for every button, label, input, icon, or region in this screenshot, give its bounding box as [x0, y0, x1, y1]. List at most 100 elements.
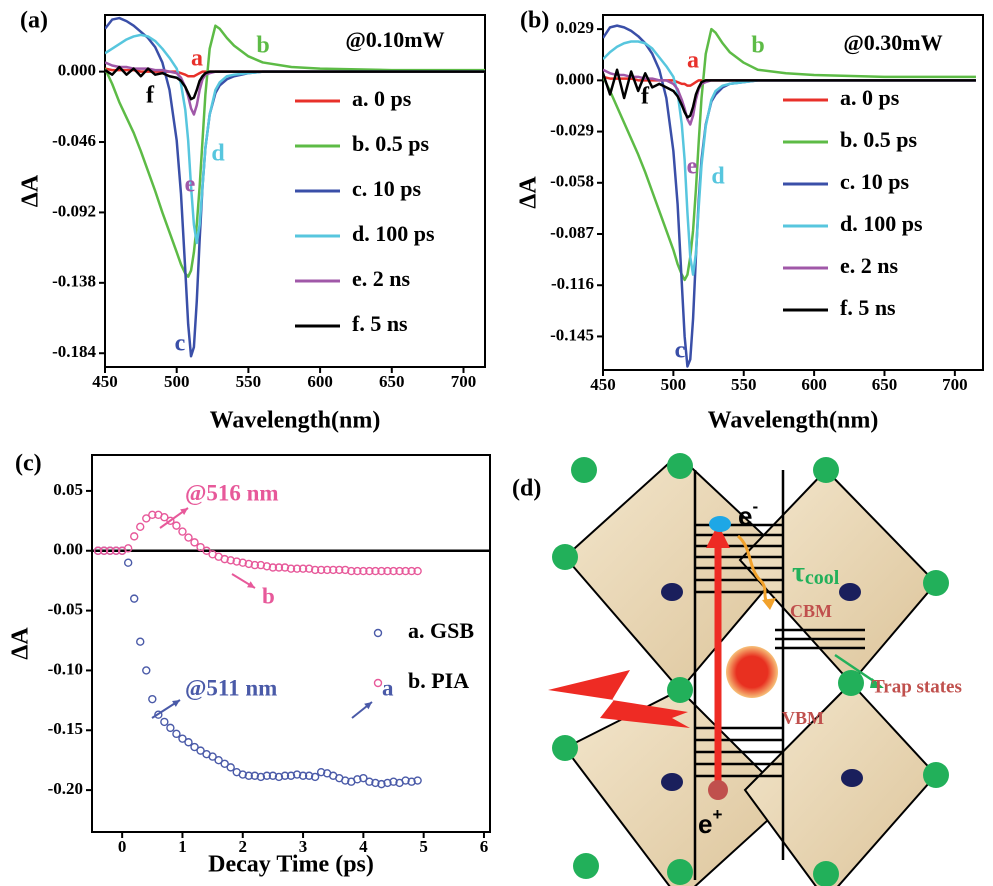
legend-label: e. 2 ns	[352, 266, 411, 291]
legend-label: a. 0 ps	[352, 86, 412, 111]
legend-label: b. 0.5 ps	[352, 131, 429, 156]
x-tick-label: 600	[801, 375, 827, 394]
data-point	[208, 752, 217, 761]
trap-arrow	[834, 653, 879, 686]
x-tick-label: 450	[92, 372, 118, 391]
y-tick-label: -0.145	[550, 325, 594, 344]
data-point	[238, 770, 247, 779]
legend-label: a. GSB	[408, 618, 474, 643]
y-axis-title: ΔA	[18, 174, 44, 207]
cooling-arrow	[736, 534, 771, 606]
condition-note: @0.10mW	[345, 27, 444, 52]
atom	[667, 453, 693, 479]
y-axis-title: ΔA	[8, 627, 34, 660]
x-tick-label: 5	[419, 837, 428, 856]
data-point	[178, 734, 187, 743]
data-point	[111, 546, 121, 555]
data-point	[353, 775, 362, 784]
chart-panel: 450 500 550 600 650 700 0.000 -0.046 -0.092 -0.13…	[18, 8, 486, 434]
atom	[667, 677, 693, 703]
y-tick-label: -0.184	[52, 342, 96, 361]
y-tick-label: 0.05	[53, 480, 83, 499]
legend-label: b. PIA	[408, 668, 469, 693]
data-point	[136, 522, 145, 532]
legend-swatch	[373, 628, 383, 638]
data-point	[304, 564, 314, 573]
data-point	[377, 779, 386, 789]
legend-label: d. 100 ps	[840, 211, 923, 236]
chart-panel: 450 500 550 600 650 700 0.029 0.000 -0.029 -0.058…	[516, 8, 984, 434]
data-point	[130, 532, 139, 541]
data-point	[322, 565, 332, 575]
data-point	[383, 566, 392, 576]
data-point	[160, 513, 169, 522]
data-point	[226, 763, 235, 772]
data-point	[371, 778, 380, 788]
curve-label: c	[175, 331, 186, 357]
data-point	[401, 776, 410, 785]
data-point	[413, 566, 422, 576]
data-point	[389, 777, 398, 786]
data-point	[166, 723, 175, 733]
data-point	[286, 564, 296, 573]
legend-label: e. 2 ns	[840, 253, 899, 278]
tau-label: τcool	[792, 557, 840, 588]
data-point	[268, 563, 278, 572]
x-tick-label: 650	[379, 372, 405, 391]
arrow-head	[762, 598, 776, 610]
y-axis-title: ΔA	[516, 176, 542, 209]
y-tick-label: -0.046	[52, 131, 96, 150]
data-point	[280, 771, 290, 780]
data-point	[214, 755, 223, 765]
legend-label: c. 10 ps	[352, 176, 422, 201]
data-point	[413, 776, 422, 785]
data-point	[184, 533, 193, 542]
data-point	[220, 759, 229, 768]
data-point	[142, 514, 151, 523]
data-point	[262, 771, 272, 780]
data-point	[365, 566, 374, 576]
data-point	[316, 565, 326, 575]
data-point	[172, 729, 181, 739]
atom	[573, 853, 599, 879]
data-point	[292, 564, 302, 573]
curve-label: c	[675, 338, 686, 364]
trap-levels	[775, 628, 865, 650]
atom	[552, 544, 578, 570]
hole-sign: +	[712, 805, 722, 824]
corner-atoms	[552, 453, 949, 886]
plot-frame	[602, 14, 984, 371]
y-tick-label: -0.138	[52, 272, 96, 291]
x-tick-label: 700	[451, 372, 477, 391]
data-point	[93, 546, 103, 555]
electron-symbol: e	[738, 501, 752, 531]
electron	[709, 516, 731, 532]
legend-label: f. 5 ns	[352, 311, 408, 336]
annotation: a	[382, 675, 394, 700]
octahedron	[743, 681, 938, 886]
x-axis-title: Wavelength(nm)	[210, 408, 381, 434]
data-point	[244, 771, 253, 780]
legend-label: c. 10 ps	[840, 169, 910, 194]
panel-label: (b)	[520, 8, 549, 34]
x-tick-label: 550	[236, 372, 262, 391]
x-axis-title: Wavelength(nm)	[708, 408, 879, 434]
data-point	[268, 771, 278, 780]
data-point	[238, 558, 247, 567]
curve-label: b	[256, 33, 269, 59]
hole-symbol: e	[698, 809, 712, 839]
data-point	[148, 510, 157, 520]
plot-frame	[104, 14, 486, 368]
annotation: @511 nm	[185, 675, 277, 701]
data-point	[105, 546, 115, 555]
legend-swatch	[373, 678, 383, 688]
x-tick-label: 3	[299, 837, 308, 856]
data-point	[359, 566, 368, 576]
curve-label: d	[711, 164, 725, 190]
y-tick-label: -0.087	[550, 223, 594, 242]
curve-label: a	[687, 48, 699, 74]
spectrum-line	[105, 65, 485, 101]
electron-label: e-	[738, 497, 758, 530]
legend-label: a. 0 ps	[840, 85, 900, 110]
